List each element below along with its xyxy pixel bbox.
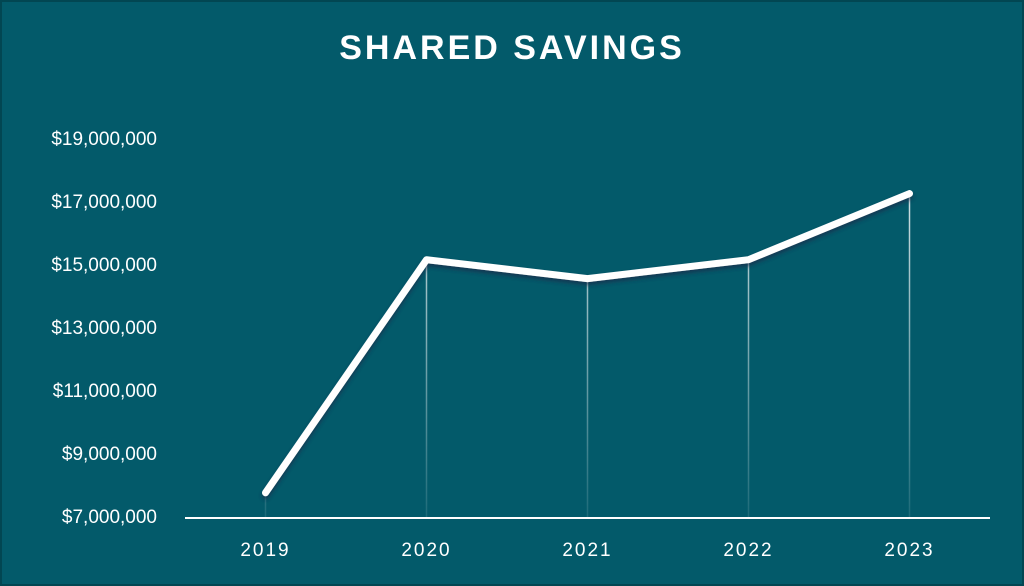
y-tick-label: $7,000,000 <box>62 507 157 528</box>
chart-title: SHARED SAVINGS <box>339 29 685 67</box>
x-tick-label: 2020 <box>401 540 451 561</box>
x-tick-label: 2023 <box>884 540 934 561</box>
y-tick-label: $17,000,000 <box>51 192 157 213</box>
y-tick-label: $19,000,000 <box>51 129 157 150</box>
y-tick-label: $15,000,000 <box>51 255 157 276</box>
y-tick-label: $11,000,000 <box>53 381 157 402</box>
x-tick-label: 2021 <box>562 540 612 561</box>
y-tick-label: $13,000,000 <box>51 318 157 339</box>
data-line <box>262 190 913 497</box>
x-tick-label: 2022 <box>723 540 773 561</box>
x-tick-label: 2019 <box>240 540 290 561</box>
y-tick-label: $9,000,000 <box>62 444 157 465</box>
